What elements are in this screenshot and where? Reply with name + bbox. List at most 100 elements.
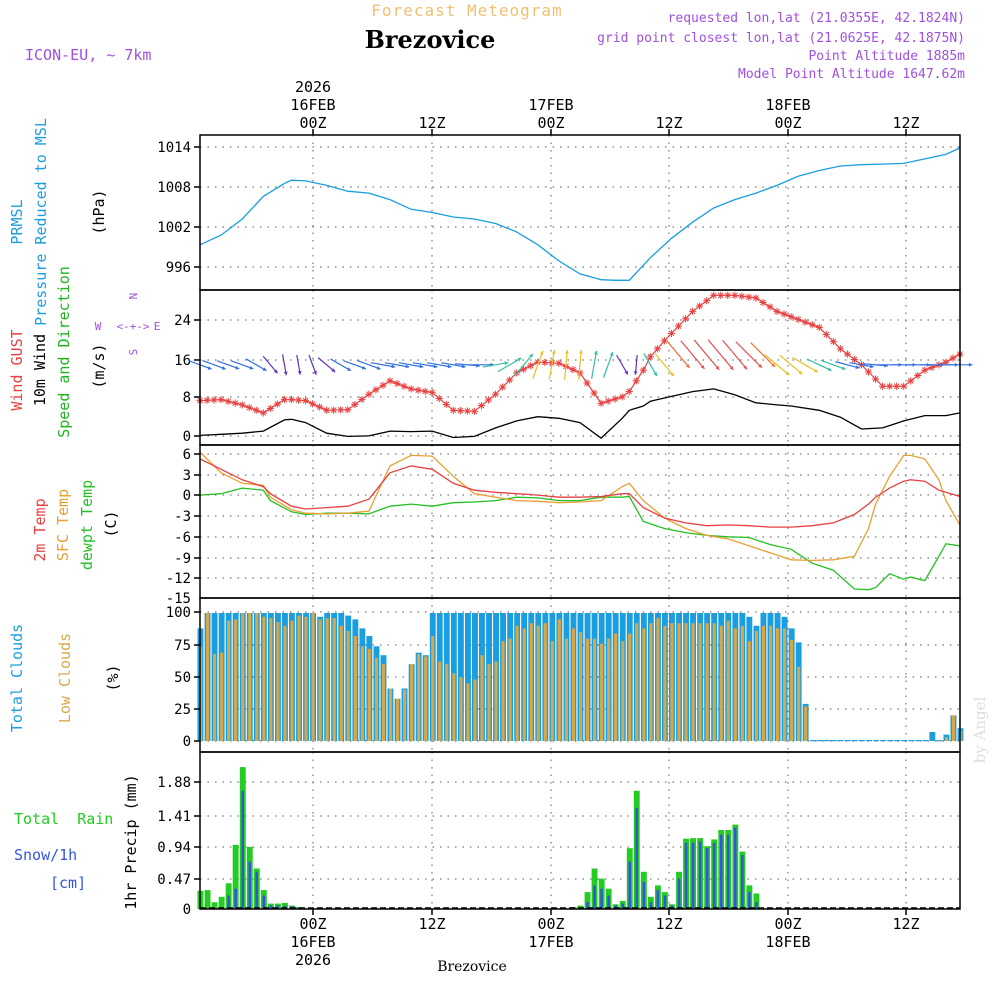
- wind-arrow-head: [798, 370, 803, 375]
- wind-arrow: [591, 350, 598, 379]
- gust-marker-d2: [253, 407, 260, 414]
- ytick-p-3: 996: [166, 260, 191, 276]
- low-cloud-bar: [543, 623, 547, 741]
- gust-marker-d2: [450, 407, 457, 414]
- gust-marker: [414, 386, 422, 394]
- gust-marker: [942, 358, 950, 366]
- snow-bar: [593, 885, 596, 909]
- low-cloud-bar: [304, 616, 308, 741]
- gust-marker: [787, 313, 795, 321]
- gust-marker-d2: [316, 404, 323, 410]
- wind-arrow: [548, 350, 556, 380]
- rain-bar: [218, 896, 225, 909]
- gust-marker-d2: [309, 400, 316, 407]
- cloud-label-2: Low Clouds: [56, 633, 74, 723]
- wind-arrow-shaft: [643, 353, 658, 377]
- low-cloud-bar: [600, 643, 604, 741]
- wind-arrow-shaft: [591, 350, 598, 379]
- ytick-c-4: 0: [183, 734, 191, 750]
- ytick-t-1: 3: [183, 468, 191, 484]
- gust-marker-d2: [605, 398, 612, 405]
- low-cloud-bar: [621, 641, 625, 741]
- wind-arrow-shaft: [330, 358, 352, 372]
- gust-marker-d2: [647, 353, 654, 360]
- wind-arrow-shaft: [820, 359, 846, 370]
- tick-bottom-6: 12Z: [892, 915, 919, 933]
- wind-arrow-head: [529, 353, 533, 358]
- wind-arrow-shaft: [230, 360, 254, 370]
- low-cloud-bar: [747, 641, 751, 741]
- wind-arrow-head: [579, 350, 583, 354]
- gust-marker: [449, 406, 457, 414]
- compass-row: <-+->: [116, 320, 149, 333]
- gust-marker-d2: [429, 389, 436, 396]
- low-cloud-bar: [424, 656, 428, 741]
- snow-bar: [628, 861, 631, 909]
- ytick-w-1: 16: [174, 353, 191, 369]
- temperature-labels: 2m Temp SFC Temp dewpt Temp (C): [31, 480, 120, 570]
- gust-marker: [688, 307, 697, 315]
- low-cloud-bar: [761, 625, 765, 741]
- gust-marker: [801, 318, 809, 326]
- snow-bar: [712, 842, 716, 909]
- model-label: ICON-EU, ~ 7km: [25, 46, 151, 64]
- gust-marker-d2: [281, 396, 288, 403]
- gust-marker-d2: [471, 408, 478, 415]
- total-cloud-bar: [859, 740, 865, 742]
- wind-compass: N W <-+-> E S: [95, 293, 161, 356]
- ytick-w-2: 8: [183, 390, 191, 406]
- low-cloud-bar: [550, 641, 554, 741]
- gust-marker: [893, 382, 901, 390]
- gust-marker: [773, 307, 781, 315]
- wind-arrow-head: [633, 371, 638, 375]
- wind-arrow-head: [827, 367, 832, 371]
- gust-marker: [576, 369, 584, 377]
- low-cloud-bar: [297, 615, 301, 741]
- gust-marker-d2: [879, 383, 886, 390]
- gust-marker: [914, 371, 922, 380]
- gust-marker: [358, 395, 366, 403]
- gust-marker-d2: [380, 382, 386, 389]
- tick-top-6: 12Z: [892, 114, 919, 132]
- snow-bar: [677, 878, 681, 909]
- year-top: 2026: [295, 78, 331, 96]
- low-cloud-bar: [325, 618, 329, 741]
- wind-arrow-head: [715, 365, 720, 370]
- low-cloud-bar: [269, 618, 273, 741]
- ytick-c-2: 50: [174, 670, 191, 686]
- low-cloud-bar: [311, 613, 315, 741]
- ytick-w-3: 0: [183, 429, 191, 445]
- gust-marker: [745, 293, 753, 301]
- wind-arrow-shaft: [497, 357, 522, 373]
- gust-marker-d2: [781, 311, 787, 317]
- compass-s: S: [127, 349, 140, 356]
- gust-marker-d2: [682, 315, 689, 322]
- gust-marker-d2: [591, 390, 597, 397]
- ytick-r-2: 0.94: [157, 840, 191, 856]
- wind-arrow-shaft: [455, 363, 480, 367]
- low-cloud-bar: [332, 618, 336, 741]
- low-cloud-bar: [797, 666, 801, 741]
- temp2m-line: [199, 458, 961, 528]
- date-bottom-3: 18FEB: [765, 933, 810, 951]
- cloud-unit: (%): [104, 664, 122, 691]
- gust-marker-d2: [274, 401, 281, 407]
- wind-arrow-head: [968, 362, 973, 367]
- snow-bar: [748, 892, 751, 909]
- low-cloud-bar: [733, 628, 737, 741]
- gust-marker: [864, 368, 873, 376]
- wind-arrow-head: [433, 364, 438, 369]
- gust-marker: [759, 298, 767, 307]
- low-cloud-bar: [579, 632, 583, 741]
- low-cloud-bar: [403, 689, 407, 741]
- gust-marker-d2: [478, 402, 485, 409]
- wind-label-2: 10m Wind: [31, 334, 49, 406]
- low-cloud-bar: [754, 630, 758, 741]
- gust-marker-d2: [267, 405, 274, 412]
- wind-arrow-shaft: [602, 351, 614, 378]
- gust-marker-d2: [577, 369, 583, 376]
- ytick-p-2: 1002: [157, 220, 191, 236]
- wind-arrow-head: [283, 371, 288, 376]
- wind-arrow-head: [461, 364, 466, 369]
- gust-marker-d2: [520, 366, 527, 373]
